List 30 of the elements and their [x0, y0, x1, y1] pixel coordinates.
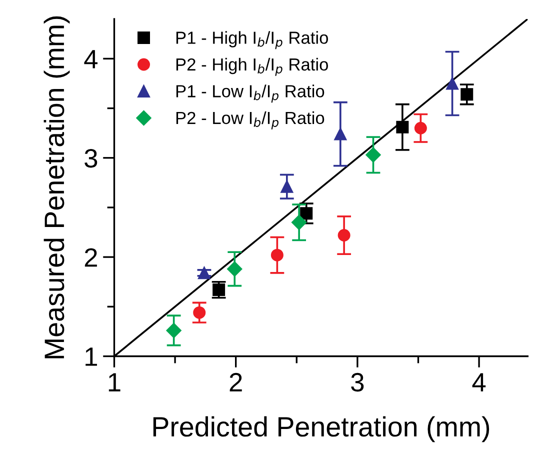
- point: [334, 128, 347, 140]
- point: [212, 284, 226, 296]
- y-tick-label: 3: [84, 149, 98, 168]
- y-tick-label: 1: [86, 348, 97, 366]
- point: [227, 261, 242, 277]
- legend-label: P1 - High I$_{b}$/I$_{p}$ Ratio: [176, 31, 328, 50]
- point: [300, 207, 313, 220]
- point: [292, 214, 307, 230]
- legend-label: P2 - Low I$_{b}$/I$_{p}$ Ratio: [176, 111, 324, 130]
- point: [338, 228, 350, 242]
- point: [460, 88, 474, 101]
- point: [396, 120, 409, 134]
- point: [280, 180, 294, 193]
- point: [414, 122, 427, 134]
- x-tick-label: 3: [351, 372, 364, 392]
- point: [198, 266, 210, 280]
- x-tick-label: 2: [230, 372, 242, 392]
- y-tick-label: 2: [84, 248, 97, 267]
- legend-label: P1 - Low I$_{b}$/I$_{p}$ Ratio: [176, 84, 324, 103]
- point: [446, 77, 459, 90]
- y-axis-title: Measured Penetration (mm): [44, 16, 70, 358]
- legend-label: P2 - High I$_{b}$/I$_{p}$ Ratio: [176, 58, 328, 76]
- point: [193, 306, 206, 319]
- y-tick-label: 4: [84, 50, 98, 68]
- point: [366, 147, 381, 162]
- x-tick-label: 4: [472, 373, 486, 392]
- x-tick-label: 1: [108, 373, 120, 392]
- x-axis-title: Predicted Penetration (mm): [153, 416, 490, 442]
- point: [166, 322, 182, 338]
- point: [270, 248, 284, 262]
